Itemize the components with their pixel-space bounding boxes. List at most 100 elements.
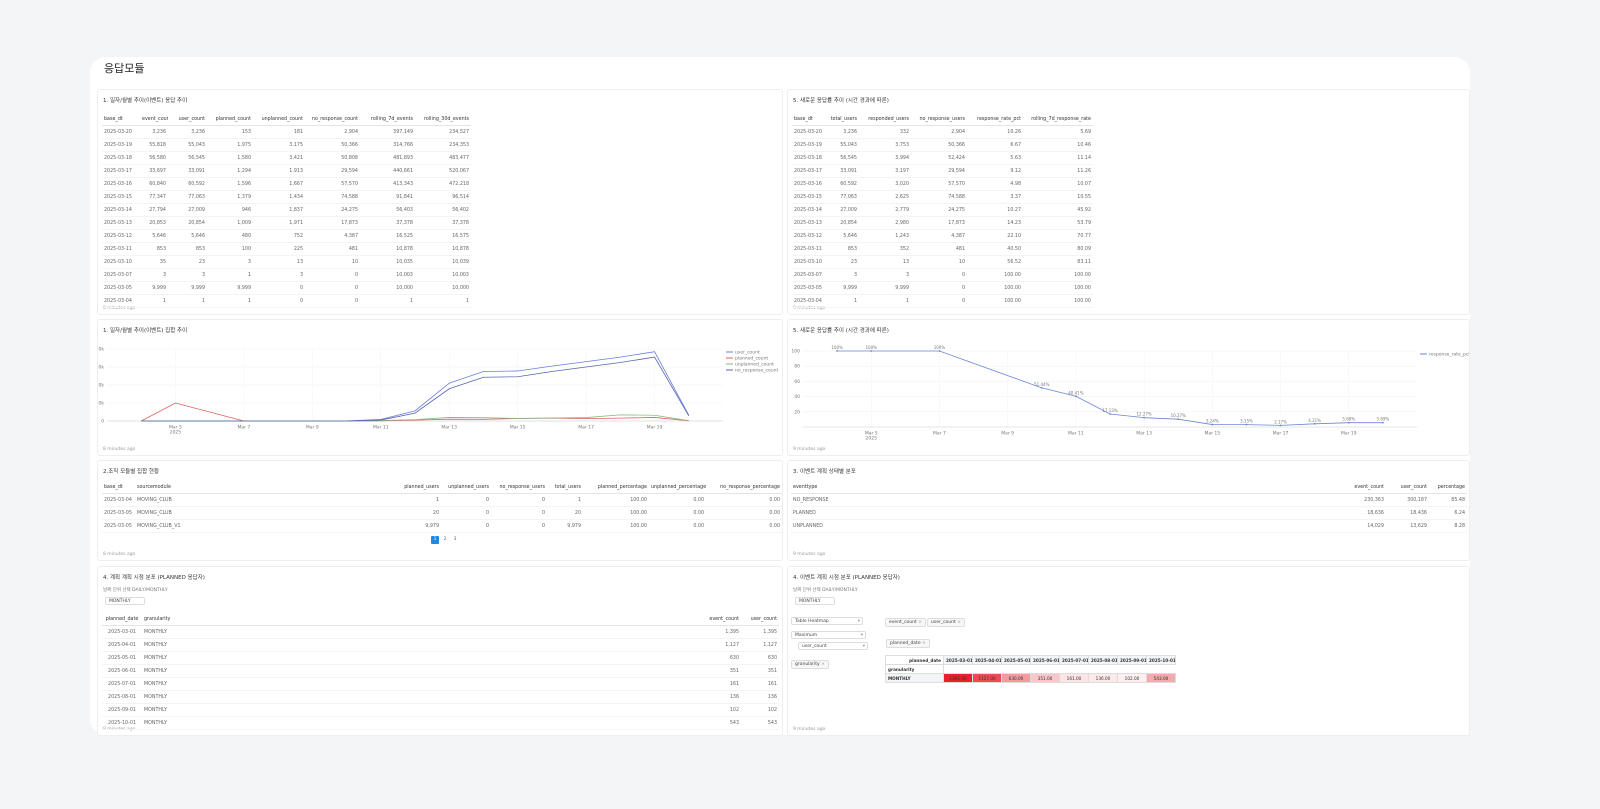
table-cell: 100.00 — [583, 493, 649, 507]
updated-time: 8 minutes ago — [103, 727, 136, 732]
page-button[interactable]: 2 — [443, 537, 447, 542]
table-cell: 9,979 — [381, 519, 441, 533]
table-cell: 2025-03-05 — [792, 281, 826, 295]
table-cell: 2025-03-13 — [102, 216, 140, 230]
table-cell: MONTHLY — [142, 716, 681, 730]
table-cell: 3,753 — [859, 138, 911, 152]
table-cell: 0 — [441, 519, 491, 533]
value-chip[interactable]: event_count — [885, 618, 926, 627]
table-cell: MONTHLY — [142, 625, 681, 639]
table-cell: 2025-03-16 — [102, 177, 140, 191]
column-header: total_users — [547, 481, 583, 494]
table-cell: 4.98 — [967, 177, 1023, 191]
table-cell: 16,525 — [360, 229, 415, 243]
table-cell: 27,009 — [826, 203, 859, 217]
table-cell: MONTHLY — [142, 651, 681, 665]
table-cell: 3 — [207, 255, 253, 269]
table-row: 2025-03-16 60,840 60,592 1,596 1,667 57,570 41… — [102, 177, 471, 191]
column-header: unplanned_count — [253, 113, 305, 126]
table-row: 2025-03-05 MOVING_CLUB 20 0 0 20 100.00 0.00 0.0… — [102, 506, 782, 520]
point — [1177, 418, 1180, 421]
panel: 5. 새로운 응답률 추이 (시간 경과에 따른) 9 minutes ago 20… — [787, 319, 1470, 456]
table-cell: 23 — [826, 255, 859, 269]
row-chip[interactable]: granularity — [791, 660, 829, 669]
value-chip[interactable]: user_count — [927, 618, 965, 627]
table-cell: 3 — [859, 268, 911, 282]
table-cell: 314,766 — [360, 138, 415, 152]
table-cell: 70.77 — [1023, 229, 1093, 243]
data-label: 3.15% — [1240, 419, 1253, 424]
table-cell: 20 — [547, 506, 583, 520]
table-cell: 481 — [911, 242, 967, 256]
table-cell: 520,067 — [415, 164, 471, 178]
x-tick-label: Mar 17 — [578, 425, 594, 431]
table-cell: 2025-03-15 — [102, 190, 140, 204]
table-row: 2025-03-05 9,999 9,999 0 100.00 100.00 — [792, 281, 1093, 295]
column-header: no_response_count — [305, 113, 360, 126]
pivot-row-header: granularity — [885, 664, 944, 674]
renderer-select[interactable]: Table Heatmap — [791, 617, 863, 625]
table-cell: 3 — [253, 268, 305, 282]
series-line — [837, 350, 1383, 426]
data-label: 4.21% — [1308, 418, 1321, 423]
table-cell: 9,999 — [140, 281, 168, 295]
filter-value[interactable]: MONTHLY — [105, 597, 145, 605]
table-cell: 100.00 — [967, 281, 1023, 295]
table-cell: 56,580 — [140, 151, 168, 165]
table-cell: 2025-03-04 — [102, 294, 140, 308]
attribute-select[interactable]: user_count — [798, 642, 868, 650]
table-cell: 1 — [168, 294, 207, 308]
table-cell: 100.00 — [1023, 268, 1093, 282]
table-cell: 2025-07-01 — [102, 677, 142, 691]
table-cell: 2025-03-13 — [792, 216, 826, 230]
x-tick-label: Mar 7 — [933, 431, 946, 437]
panel: 3. 이벤트 계획 상태별 분포 9 minutes ago eventtype ev… — [787, 460, 1470, 561]
x-tick-label: Mar 15 — [510, 425, 526, 431]
table-cell: 2025-03-15 — [792, 190, 826, 204]
column-header: no_response_users — [911, 113, 967, 126]
pivot-column-label: 2025-05-01 — [1001, 655, 1031, 665]
table-cell: 0 — [305, 281, 360, 295]
page-button[interactable]: 3 — [453, 537, 457, 542]
pivot-column-label: 2025-06-01 — [1030, 655, 1060, 665]
column-header: event_count — [1336, 481, 1386, 494]
x-year-label: 2025 — [865, 436, 877, 442]
table-cell: 10 — [305, 255, 360, 269]
column-header: planned_users — [381, 481, 441, 494]
table-cell: 100.00 — [967, 294, 1023, 308]
table-cell: 2025-03-01 — [102, 625, 142, 639]
table-cell: 1 — [859, 294, 911, 308]
filter-value[interactable]: MONTHLY — [795, 597, 835, 605]
table-cell: 4,387 — [305, 229, 360, 243]
table-cell: 2025-05-01 — [102, 651, 142, 665]
table-row: 2025-03-07 3 3 0 100.00 100.00 — [792, 268, 1093, 282]
filter-label: 날짜 단위 선택 DAILY/MONTHLY — [103, 588, 168, 593]
heat-cell: 136.00 — [1088, 673, 1118, 683]
table-cell: 1,913 — [253, 164, 305, 178]
column-header: base_dt — [792, 113, 826, 126]
table-cell: 480 — [207, 229, 253, 243]
table-cell: 630 — [741, 651, 779, 665]
data-label: 5.68% — [1342, 417, 1355, 422]
table-cell: 60,592 — [826, 177, 859, 191]
x-tick-label: Mar 19 — [647, 425, 663, 431]
y-tick-label: 10k — [98, 401, 104, 407]
aggregator-select[interactable]: Maximum — [791, 631, 866, 639]
page-button[interactable]: 1 — [431, 536, 439, 544]
table-cell: 483,477 — [415, 151, 471, 165]
panel-title: 4. 계획 계획 시점 분포 (PLANNED 응답자) — [103, 575, 205, 581]
x-tick-label: Mar 11 — [1068, 431, 1084, 437]
data-label: 100% — [934, 345, 946, 350]
table-cell: 543 — [681, 716, 741, 730]
table-cell: 77,347 — [140, 190, 168, 204]
table-cell: 10,000 — [415, 281, 471, 295]
panel-title: 5. 새로운 응답률 추이 (시간 경과에 따른) — [793, 328, 889, 334]
table-cell: 3 — [140, 268, 168, 282]
column-header: user_count — [741, 613, 779, 626]
point — [1313, 422, 1316, 425]
table-cell: 1,596 — [207, 177, 253, 191]
table-cell: 1,127 — [741, 638, 779, 652]
table-cell: 1,243 — [859, 229, 911, 243]
table-cell: 1,395 — [681, 625, 741, 639]
column-chip[interactable]: planned_date — [886, 639, 930, 648]
